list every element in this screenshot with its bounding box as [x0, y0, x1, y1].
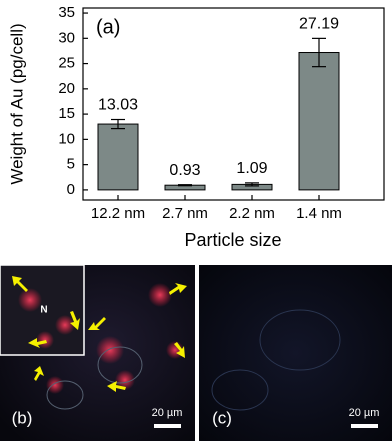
scale-bar	[351, 424, 378, 428]
spot	[55, 315, 75, 335]
x-tick-label: 1.4 nm	[296, 205, 342, 222]
spot	[46, 376, 64, 394]
value-label: 13.03	[98, 97, 138, 114]
panel-label: (b)	[12, 408, 33, 427]
spot	[148, 283, 172, 307]
x-tick-label: 2.2 nm	[229, 205, 275, 222]
value-label: 27.19	[299, 16, 339, 33]
y-tick-label: 35	[58, 4, 75, 21]
cell-outline	[211, 369, 269, 411]
panel-label: (c)	[212, 408, 232, 427]
scale-label: 20 µm	[152, 407, 183, 419]
panel-label: (a)	[96, 16, 120, 38]
spot	[18, 288, 42, 312]
y-tick-label: 15	[58, 105, 75, 122]
x-tick-label: 2.7 nm	[162, 205, 208, 222]
scale-label: 20 µm	[349, 407, 380, 419]
y-tick-label: 25	[58, 55, 75, 72]
panel-b: N (b) 20 µm	[0, 264, 195, 441]
error-bar	[312, 37, 326, 68]
x-axis-label: Particle size	[184, 230, 281, 250]
bar	[97, 123, 139, 191]
value-label: 0.93	[169, 162, 200, 179]
scale-bar	[154, 424, 181, 428]
y-tick-label: 5	[67, 156, 75, 173]
spot	[115, 370, 135, 390]
cell-outline	[46, 380, 84, 410]
micrograph	[199, 265, 392, 441]
x-tick-label: 12.2 nm	[91, 205, 145, 222]
panel-c: (c) 20 µm	[199, 265, 392, 441]
y-tick-label: 20	[58, 80, 75, 97]
cell-outline	[97, 346, 143, 384]
y-tick-label: 30	[58, 29, 75, 46]
arrows	[12, 276, 187, 392]
plot-frame	[82, 7, 385, 201]
error-bar	[245, 182, 259, 187]
error-bar	[111, 118, 125, 130]
spot	[36, 331, 54, 349]
y-axis-label: Weight of Au (pg/cell)	[7, 23, 26, 184]
inset-label: N	[40, 305, 47, 316]
value-label: 1.09	[236, 160, 267, 177]
cell-outline	[259, 309, 341, 371]
y-tick-label: 10	[58, 130, 75, 147]
spot	[96, 336, 124, 364]
y-tick-label: 0	[67, 181, 75, 198]
error-bar	[178, 184, 192, 187]
bar	[298, 52, 340, 191]
